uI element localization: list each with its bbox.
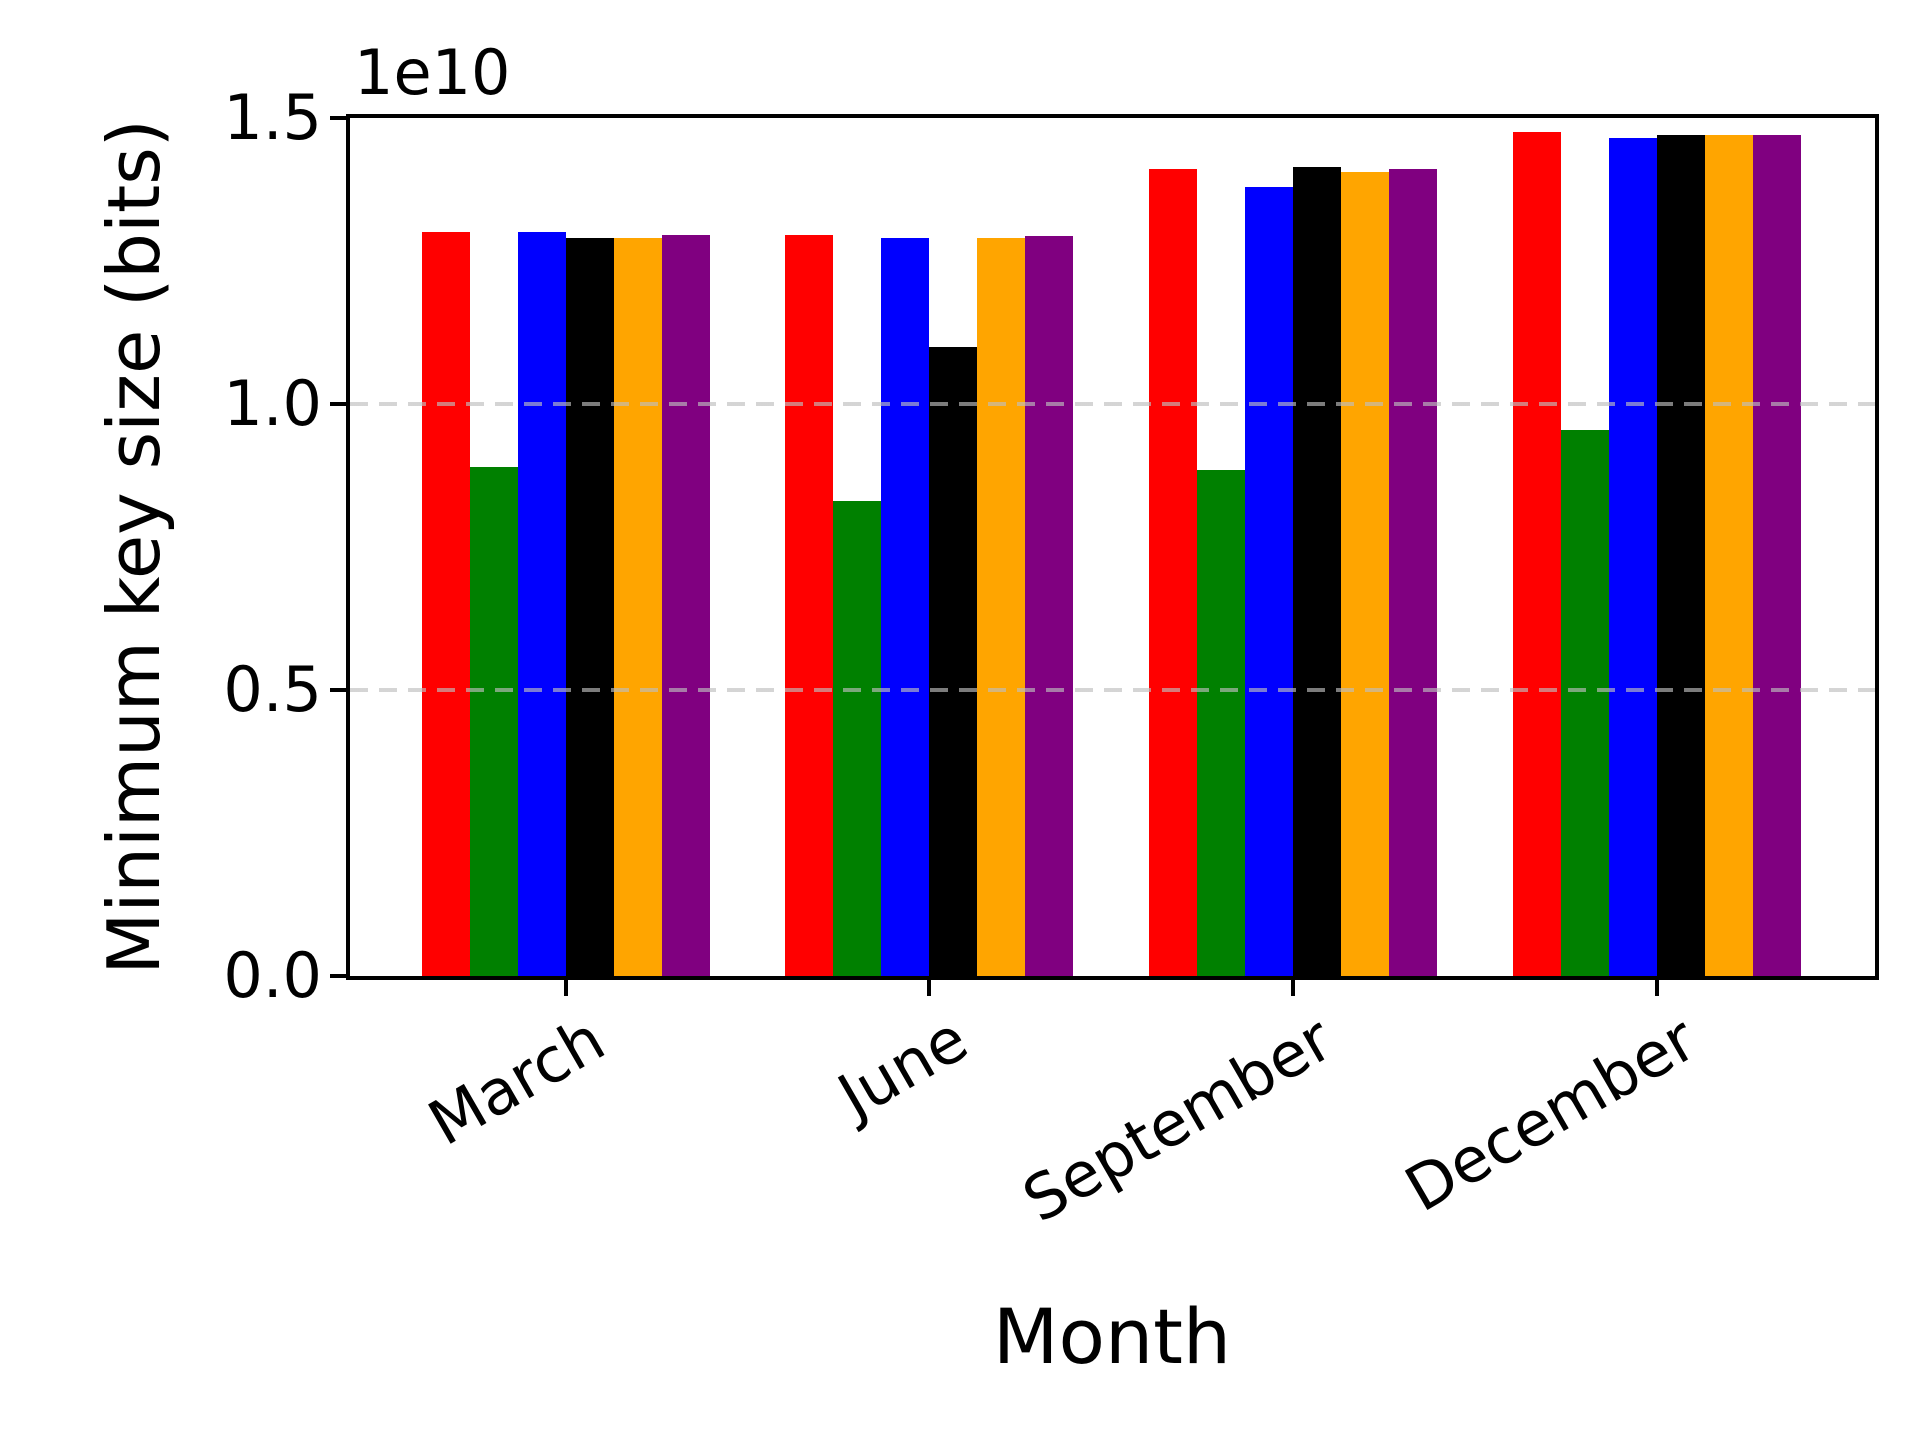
bar-orange-june	[977, 238, 1026, 976]
bar-purple-december	[1753, 135, 1802, 976]
x-tick-label: March	[416, 1002, 617, 1160]
y-axis-offset-text: 1e10	[354, 36, 511, 109]
bar-blue-december	[1609, 138, 1658, 976]
bar-black-march	[565, 238, 614, 976]
x-axis-label: Month	[992, 1292, 1232, 1381]
x-tick-mark	[563, 980, 568, 996]
bar-green-december	[1561, 429, 1610, 976]
bar-red-march	[421, 232, 470, 976]
y-axis-label: Minimum key size (bits)	[92, 119, 176, 975]
y-tick-mark	[330, 402, 346, 406]
x-tick-label: June	[826, 1002, 980, 1133]
chart-canvas	[350, 118, 1875, 976]
bar-orange-september	[1341, 172, 1390, 976]
y-tick-mark	[330, 974, 346, 978]
plot-area	[346, 114, 1879, 980]
bar-blue-june	[881, 238, 930, 976]
bar-blue-september	[1245, 186, 1294, 976]
bar-orange-march	[613, 238, 662, 976]
bar-red-september	[1149, 169, 1198, 976]
bar-black-june	[929, 346, 978, 976]
bar-purple-june	[1025, 236, 1074, 976]
x-tick-mark	[927, 980, 932, 996]
bar-purple-march	[662, 235, 711, 976]
gridline-y	[350, 688, 1875, 693]
gridline-y	[350, 402, 1875, 407]
y-tick-mark	[330, 116, 346, 120]
x-tick-label: September	[1010, 1002, 1344, 1237]
bar-black-september	[1293, 166, 1342, 976]
y-tick-label: 1.5	[223, 81, 322, 154]
y-tick-mark	[330, 688, 346, 692]
bar-green-september	[1197, 469, 1246, 976]
bar-red-june	[784, 235, 833, 976]
bar-green-june	[832, 501, 881, 976]
y-tick-label: 1.0	[223, 367, 322, 440]
bar-orange-december	[1705, 135, 1754, 976]
bar-red-december	[1513, 132, 1562, 976]
x-tick-mark	[1291, 980, 1296, 996]
y-tick-label: 0.0	[223, 939, 322, 1012]
y-tick-label: 0.5	[223, 653, 322, 726]
bar-purple-september	[1389, 169, 1438, 976]
x-tick-mark	[1655, 980, 1660, 996]
bar-black-december	[1657, 135, 1706, 976]
bar-green-march	[469, 466, 518, 976]
bar-blue-march	[517, 232, 566, 976]
x-tick-label: December	[1392, 1002, 1708, 1226]
